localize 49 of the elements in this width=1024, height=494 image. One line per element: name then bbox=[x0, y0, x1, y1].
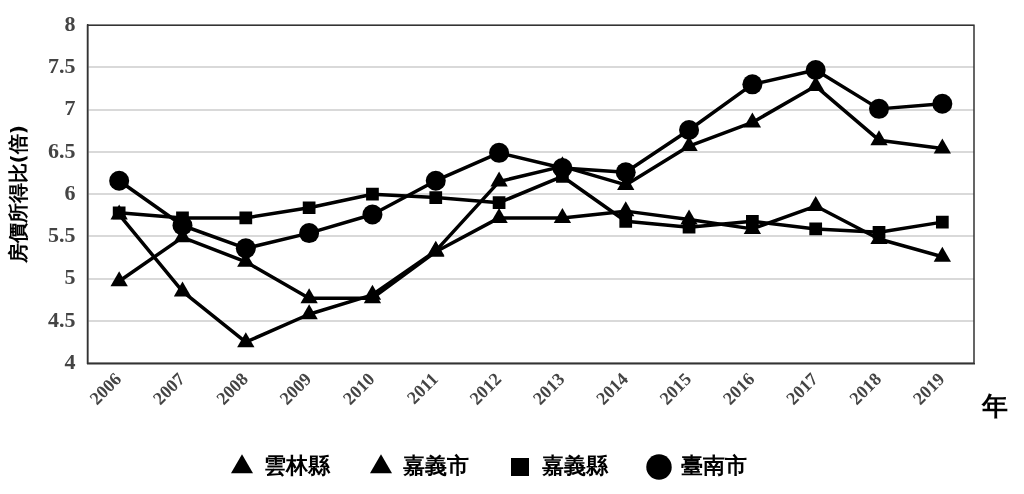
point bbox=[490, 171, 508, 187]
point bbox=[805, 59, 826, 80]
y-axis-title: 房價所得比(倍) bbox=[6, 125, 31, 265]
point bbox=[932, 93, 953, 114]
point bbox=[809, 222, 823, 236]
point bbox=[742, 74, 763, 95]
point bbox=[489, 142, 510, 163]
point bbox=[490, 207, 508, 223]
point bbox=[362, 204, 383, 225]
y-tick-label: 7 bbox=[64, 95, 76, 121]
y-tick-label: 6.5 bbox=[48, 137, 76, 163]
point bbox=[110, 271, 128, 287]
point bbox=[679, 120, 700, 140]
x-axis-title: 年 bbox=[981, 391, 1008, 421]
point bbox=[299, 223, 320, 244]
point bbox=[743, 112, 762, 128]
point bbox=[553, 207, 572, 223]
point bbox=[302, 201, 316, 215]
y-tick-label: 6 bbox=[64, 179, 76, 205]
legend-label: 嘉義縣 bbox=[542, 452, 609, 478]
point bbox=[807, 196, 825, 212]
point bbox=[173, 281, 192, 297]
y-tick-label: 5.5 bbox=[48, 222, 76, 248]
point bbox=[870, 130, 888, 146]
point bbox=[933, 246, 951, 262]
point bbox=[300, 304, 318, 320]
point bbox=[235, 238, 256, 259]
legend-label: 臺南市 bbox=[681, 452, 747, 478]
point bbox=[366, 187, 379, 201]
point bbox=[617, 201, 635, 217]
y-tick-label: 4 bbox=[64, 348, 76, 374]
y-tick-label: 4.5 bbox=[48, 306, 76, 332]
point bbox=[300, 288, 318, 304]
point bbox=[935, 215, 949, 229]
point bbox=[237, 332, 255, 348]
y-tick-label: 7.5 bbox=[48, 53, 76, 79]
legend-label: 雲林縣 bbox=[264, 452, 331, 478]
point bbox=[680, 209, 698, 225]
point bbox=[619, 214, 633, 228]
point bbox=[239, 211, 253, 225]
y-tick-label: 8 bbox=[64, 10, 76, 36]
point bbox=[933, 138, 951, 154]
point bbox=[492, 196, 506, 210]
point bbox=[425, 170, 446, 191]
point bbox=[429, 191, 443, 204]
y-tick-label: 5 bbox=[64, 264, 76, 290]
point bbox=[869, 98, 890, 119]
point bbox=[109, 170, 130, 191]
legend-label: 嘉義市 bbox=[403, 452, 469, 478]
